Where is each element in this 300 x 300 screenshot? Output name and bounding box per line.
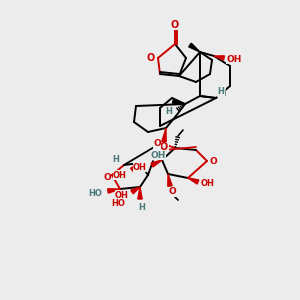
Text: HO: HO <box>88 188 102 197</box>
Polygon shape <box>214 56 224 60</box>
Text: O: O <box>168 188 176 196</box>
Polygon shape <box>130 163 140 172</box>
Polygon shape <box>108 189 120 193</box>
Text: O: O <box>209 157 217 166</box>
Polygon shape <box>172 99 185 104</box>
Text: H: H <box>112 154 119 164</box>
Text: H: H <box>166 107 172 116</box>
Text: OH: OH <box>226 55 242 64</box>
Polygon shape <box>188 178 199 184</box>
Text: O: O <box>147 53 155 63</box>
Text: H: H <box>139 202 145 211</box>
Text: OH: OH <box>113 170 127 179</box>
Text: OH: OH <box>115 190 129 200</box>
Polygon shape <box>162 128 166 142</box>
Text: O: O <box>103 172 111 182</box>
Text: O: O <box>153 140 161 148</box>
Text: H: H <box>218 88 224 97</box>
Polygon shape <box>189 43 200 52</box>
Text: HO: HO <box>111 199 125 208</box>
Text: O: O <box>160 142 168 152</box>
Text: OH: OH <box>133 163 147 172</box>
Polygon shape <box>138 187 142 199</box>
Text: OH: OH <box>150 151 166 160</box>
Polygon shape <box>131 187 140 194</box>
Polygon shape <box>168 174 172 186</box>
Text: H: H <box>218 88 226 98</box>
Text: O: O <box>171 20 179 30</box>
Polygon shape <box>151 160 162 167</box>
Text: OH: OH <box>201 179 215 188</box>
